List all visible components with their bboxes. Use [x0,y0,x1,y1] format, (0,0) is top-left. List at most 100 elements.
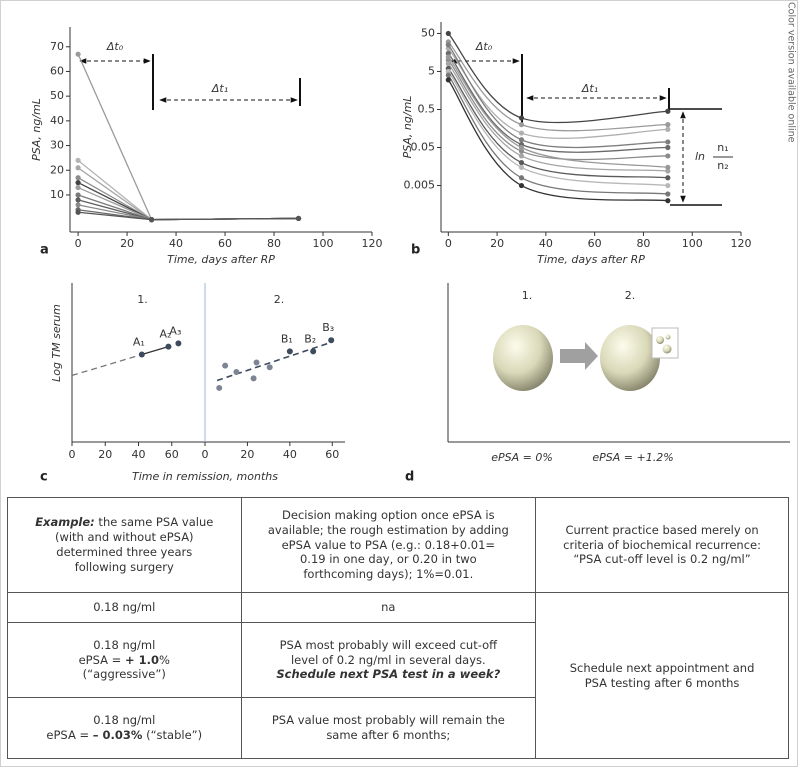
series-line [447,71,668,187]
point [138,351,145,358]
point [328,337,335,344]
x-tick-label: 60 [325,448,339,461]
annotation: Δt₀ [475,40,493,53]
x-tick-label: 60 [218,237,232,250]
series-line [77,159,299,221]
point [75,209,81,215]
x-tick-label: 60 [165,448,179,461]
cell-text: 0.18 ng/ml [93,600,156,615]
series-line [447,56,668,169]
x-tick-label: 40 [283,448,297,461]
x-tick-label: 80 [636,237,650,250]
series-line [447,52,668,153]
point-label: B₂ [304,332,316,345]
point [250,375,257,382]
cell-text: Schedule next appointment and PSA testin… [569,660,755,690]
annotation: Δt₁ [581,82,598,95]
table-row: 0.18 ng/ml na Schedule next appointment an… [7,592,789,759]
point [75,192,81,198]
point [445,72,451,78]
table-row: Example: the same PSA value (with and wi… [7,497,789,593]
inset [651,327,679,359]
cell-text: + 1.0 [124,652,159,667]
x-tick-label: 40 [132,448,146,461]
x-axis-label: Time in remission, months [132,470,278,483]
point [445,77,451,83]
point [286,348,293,355]
x-axis-label: Time, days after RP [167,253,275,266]
series-line [77,199,299,221]
cell-text: Current practice based merely on criteri… [563,522,761,567]
x-tick-label: 0 [445,237,452,250]
point-label: A₃ [169,324,181,337]
point-label: B₁ [281,332,293,345]
point [148,217,155,223]
y-tick-label: 70 [50,40,64,53]
panel-letter: a [40,243,49,258]
series-line [78,211,299,221]
y-tick-label: 5 [428,64,435,77]
panel-letter: c [40,470,48,485]
point [665,168,671,174]
table-cell: 0.18 ng/ml [7,592,242,623]
y-tick-label: 30 [50,139,64,152]
point-label: B₃ [322,321,334,334]
point [445,50,451,56]
trend-line [141,345,169,356]
table-row: 0.18 ng/ml ePSA = – 0.03% (“stable”) PSA … [7,697,789,759]
annotation: n₂ [717,159,728,172]
cell-text: (“stable”) [142,728,203,742]
decision-table: Example: the same PSA value (with and wi… [7,497,789,759]
point [445,61,451,67]
panel-letter: d [405,470,414,485]
cell-text: Decision making option once ePSA is avai… [267,507,509,582]
x-tick-label: 0 [75,237,82,250]
point [266,364,273,371]
point [222,362,229,369]
point [665,122,671,128]
point [665,144,671,151]
point [518,137,525,143]
section-label: 1. [137,293,148,306]
y-axis-label: PSA, ng/mL [30,98,43,161]
table-cell: Schedule next appointment and PSA testin… [535,592,789,759]
section-label: 2. [274,293,285,306]
x-tick-label: 100 [313,237,334,250]
y-axis-label: Log TM serum [50,304,63,382]
small-sphere [662,344,672,354]
point [445,30,451,37]
x-tick-label: 60 [588,237,602,250]
y-tick-label: 0.5 [418,102,436,115]
table-cell: 0.18 ng/ml ePSA = – 0.03% (“stable”) [7,697,242,759]
table-cell: Current practice based merely on criteri… [535,497,789,593]
cell-text: 0.18 ng/ml ePSA = [46,713,156,742]
point [665,164,671,170]
y-tick-label: 50 [421,26,435,39]
point [518,144,525,151]
point [518,164,525,170]
y-tick-label: 60 [50,64,64,77]
x-tick-label: 80 [267,237,281,250]
x-tick-label: 100 [682,237,703,250]
point [175,340,182,347]
point [75,184,81,191]
point [518,130,525,136]
cell-text: Example: [35,515,95,530]
point [75,175,81,181]
series-line [447,63,668,172]
point [518,182,525,189]
x-tick-label: 0 [202,448,209,461]
x-tick-label: 120 [731,237,752,250]
point [445,54,451,60]
cell-text: Schedule next PSA test in a week? [276,667,501,682]
sphere [493,325,553,391]
trend-line [216,341,332,382]
point [518,153,525,159]
x-tick-label: 0 [69,448,76,461]
point [75,51,81,57]
series-line [447,74,668,195]
point [75,197,81,203]
small-sphere [665,334,671,340]
x-tick-label: 20 [120,237,134,250]
